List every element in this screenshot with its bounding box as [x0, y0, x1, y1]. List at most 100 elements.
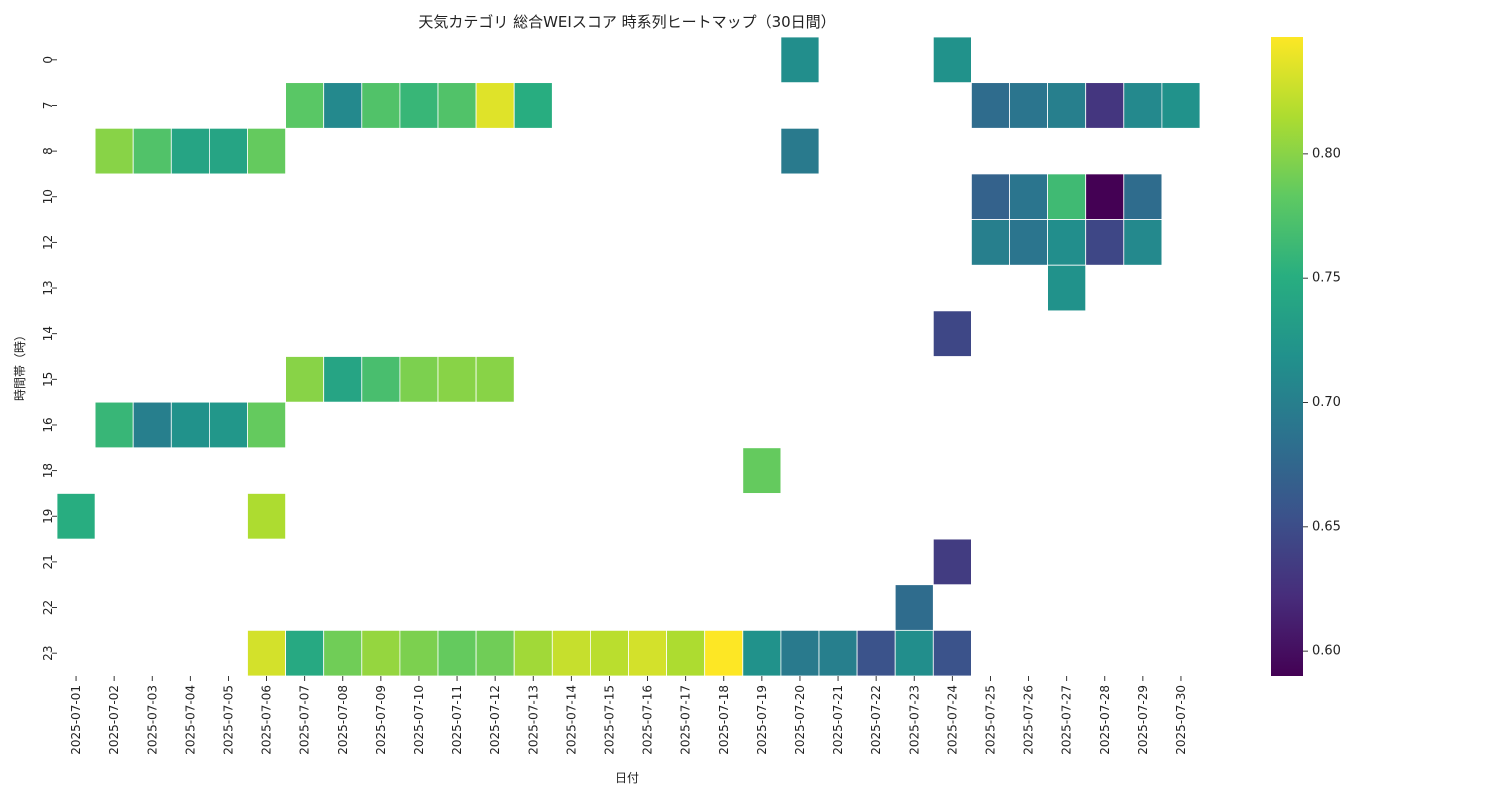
heatmap-cell: [208, 401, 248, 449]
heatmap-cell: [247, 629, 286, 677]
y-axis-label: 時間帯（時）: [13, 329, 27, 401]
heatmap-cell: [94, 127, 134, 175]
heatmap-cell: [818, 629, 858, 677]
heatmap-cell: [247, 401, 286, 449]
x-tick-label: 2025-07-13: [526, 685, 540, 755]
heatmap-cell: [1009, 82, 1048, 129]
x-tick-label: 2025-07-22: [869, 685, 883, 755]
heatmap-cell: [1123, 219, 1163, 266]
y-tick-label: 19: [41, 509, 55, 524]
heatmap-cell: [132, 127, 172, 175]
x-tick-label: 2025-07-27: [1060, 685, 1074, 755]
heatmap-cell: [704, 629, 744, 677]
y-tick-label: 7: [41, 102, 55, 110]
heatmap-cell: [513, 629, 553, 677]
y-tick-label: 13: [41, 280, 55, 295]
heatmap-cell: [247, 127, 286, 175]
heatmap-cell: [1085, 173, 1125, 220]
x-tick-label: 2025-07-01: [69, 685, 83, 755]
y-tick-label: 8: [41, 147, 55, 155]
heatmap-cell: [932, 36, 972, 84]
x-tick-label: 2025-07-11: [450, 685, 464, 755]
heatmap-cell: [1009, 173, 1048, 220]
x-tick-label: 2025-07-03: [145, 685, 159, 755]
heatmap-cell: [780, 36, 820, 84]
x-tick-label: 2025-07-23: [907, 685, 921, 755]
heatmap-cell: [437, 356, 477, 403]
x-tick-label: 2025-07-02: [107, 685, 121, 755]
heatmap-cell: [856, 629, 896, 677]
heatmap-cell: [971, 219, 1010, 266]
heatmap-cell: [513, 82, 553, 129]
heatmap-cell: [932, 538, 972, 586]
x-tick-label: 2025-07-30: [1174, 685, 1188, 755]
heatmap-cell: [742, 629, 782, 677]
heatmap-cell: [1047, 264, 1087, 312]
x-tick-label: 2025-07-18: [717, 685, 731, 755]
x-tick-label: 2025-07-05: [221, 685, 235, 755]
heatmap-cell: [475, 82, 515, 129]
heatmap-cell: [971, 82, 1010, 129]
x-tick-label: 2025-07-20: [793, 685, 807, 755]
y-axis-ticks: 0 7 8 10 12 13 14 15 16 18 19 21 22 23: [41, 56, 57, 661]
y-tick-label: 21: [41, 554, 55, 569]
heatmap-cell: [208, 127, 248, 175]
heatmap-cell: [361, 82, 401, 129]
x-tick-label: 2025-07-04: [183, 685, 197, 755]
heatmap-cell: [932, 629, 972, 677]
heatmap-cell: [894, 629, 934, 677]
colorbar: [1271, 37, 1303, 676]
colorbar-tick-label: 0.60: [1312, 644, 1341, 659]
x-tick-label: 2025-07-17: [679, 685, 693, 755]
heatmap-cell: [170, 401, 210, 449]
heatmap-cell: [399, 629, 439, 677]
x-tick-label: 2025-07-29: [1136, 685, 1150, 755]
heatmap-cell: [1123, 173, 1163, 220]
heatmap-cell: [475, 629, 515, 677]
x-tick-label: 2025-07-24: [945, 685, 959, 755]
heatmap-cell: [1161, 82, 1201, 129]
heatmap-cell: [1047, 173, 1087, 220]
heatmap-cell: [1009, 219, 1048, 266]
x-tick-label: 2025-07-25: [983, 685, 997, 755]
x-axis-ticks: 2025-07-01 2025-07-02 2025-07-03 2025-07-04…: [69, 676, 1188, 755]
x-tick-label: 2025-07-12: [488, 685, 502, 755]
heatmap-cell: [132, 401, 172, 449]
x-tick-label: 2025-07-09: [374, 685, 388, 755]
heatmap-cell: [399, 82, 439, 129]
heatmap-cells: [56, 36, 1201, 677]
x-tick-label: 2025-07-26: [1022, 685, 1036, 755]
heatmap-cell: [780, 127, 820, 175]
x-tick-label: 2025-07-06: [260, 685, 274, 755]
heatmap-cell: [285, 629, 325, 677]
heatmap-cell: [1085, 82, 1125, 129]
heatmap-cell: [323, 629, 363, 677]
colorbar-tick-label: 0.75: [1312, 271, 1341, 286]
x-tick-label: 2025-07-28: [1098, 685, 1112, 755]
x-axis-label: 日付: [615, 771, 639, 785]
x-tick-label: 2025-07-15: [602, 685, 616, 755]
x-tick-label: 2025-07-10: [412, 685, 426, 755]
heatmap-cell: [285, 82, 325, 129]
y-tick-label: 15: [41, 372, 55, 387]
heatmap-cell: [170, 127, 210, 175]
heatmap-cell: [1047, 219, 1087, 266]
heatmap-cell: [94, 401, 134, 449]
y-tick-label: 22: [41, 600, 55, 615]
colorbar-tick-label: 0.80: [1312, 146, 1341, 161]
x-tick-label: 2025-07-07: [298, 685, 312, 755]
heatmap-cell: [475, 356, 515, 403]
y-tick-label: 18: [41, 463, 55, 478]
y-tick-label: 12: [41, 235, 55, 250]
heatmap-cell: [894, 584, 934, 631]
heatmap-cell: [742, 447, 782, 494]
colorbar-ticks: 0.60 0.65 0.70 0.75 0.80: [1303, 146, 1341, 659]
heatmap-cell: [323, 82, 363, 129]
heatmap-cell: [437, 82, 477, 129]
heatmap-cell: [590, 629, 629, 677]
heatmap-cell: [361, 356, 401, 403]
x-tick-label: 2025-07-21: [831, 685, 845, 755]
x-tick-label: 2025-07-14: [564, 685, 578, 755]
heatmap-cell: [666, 629, 706, 677]
